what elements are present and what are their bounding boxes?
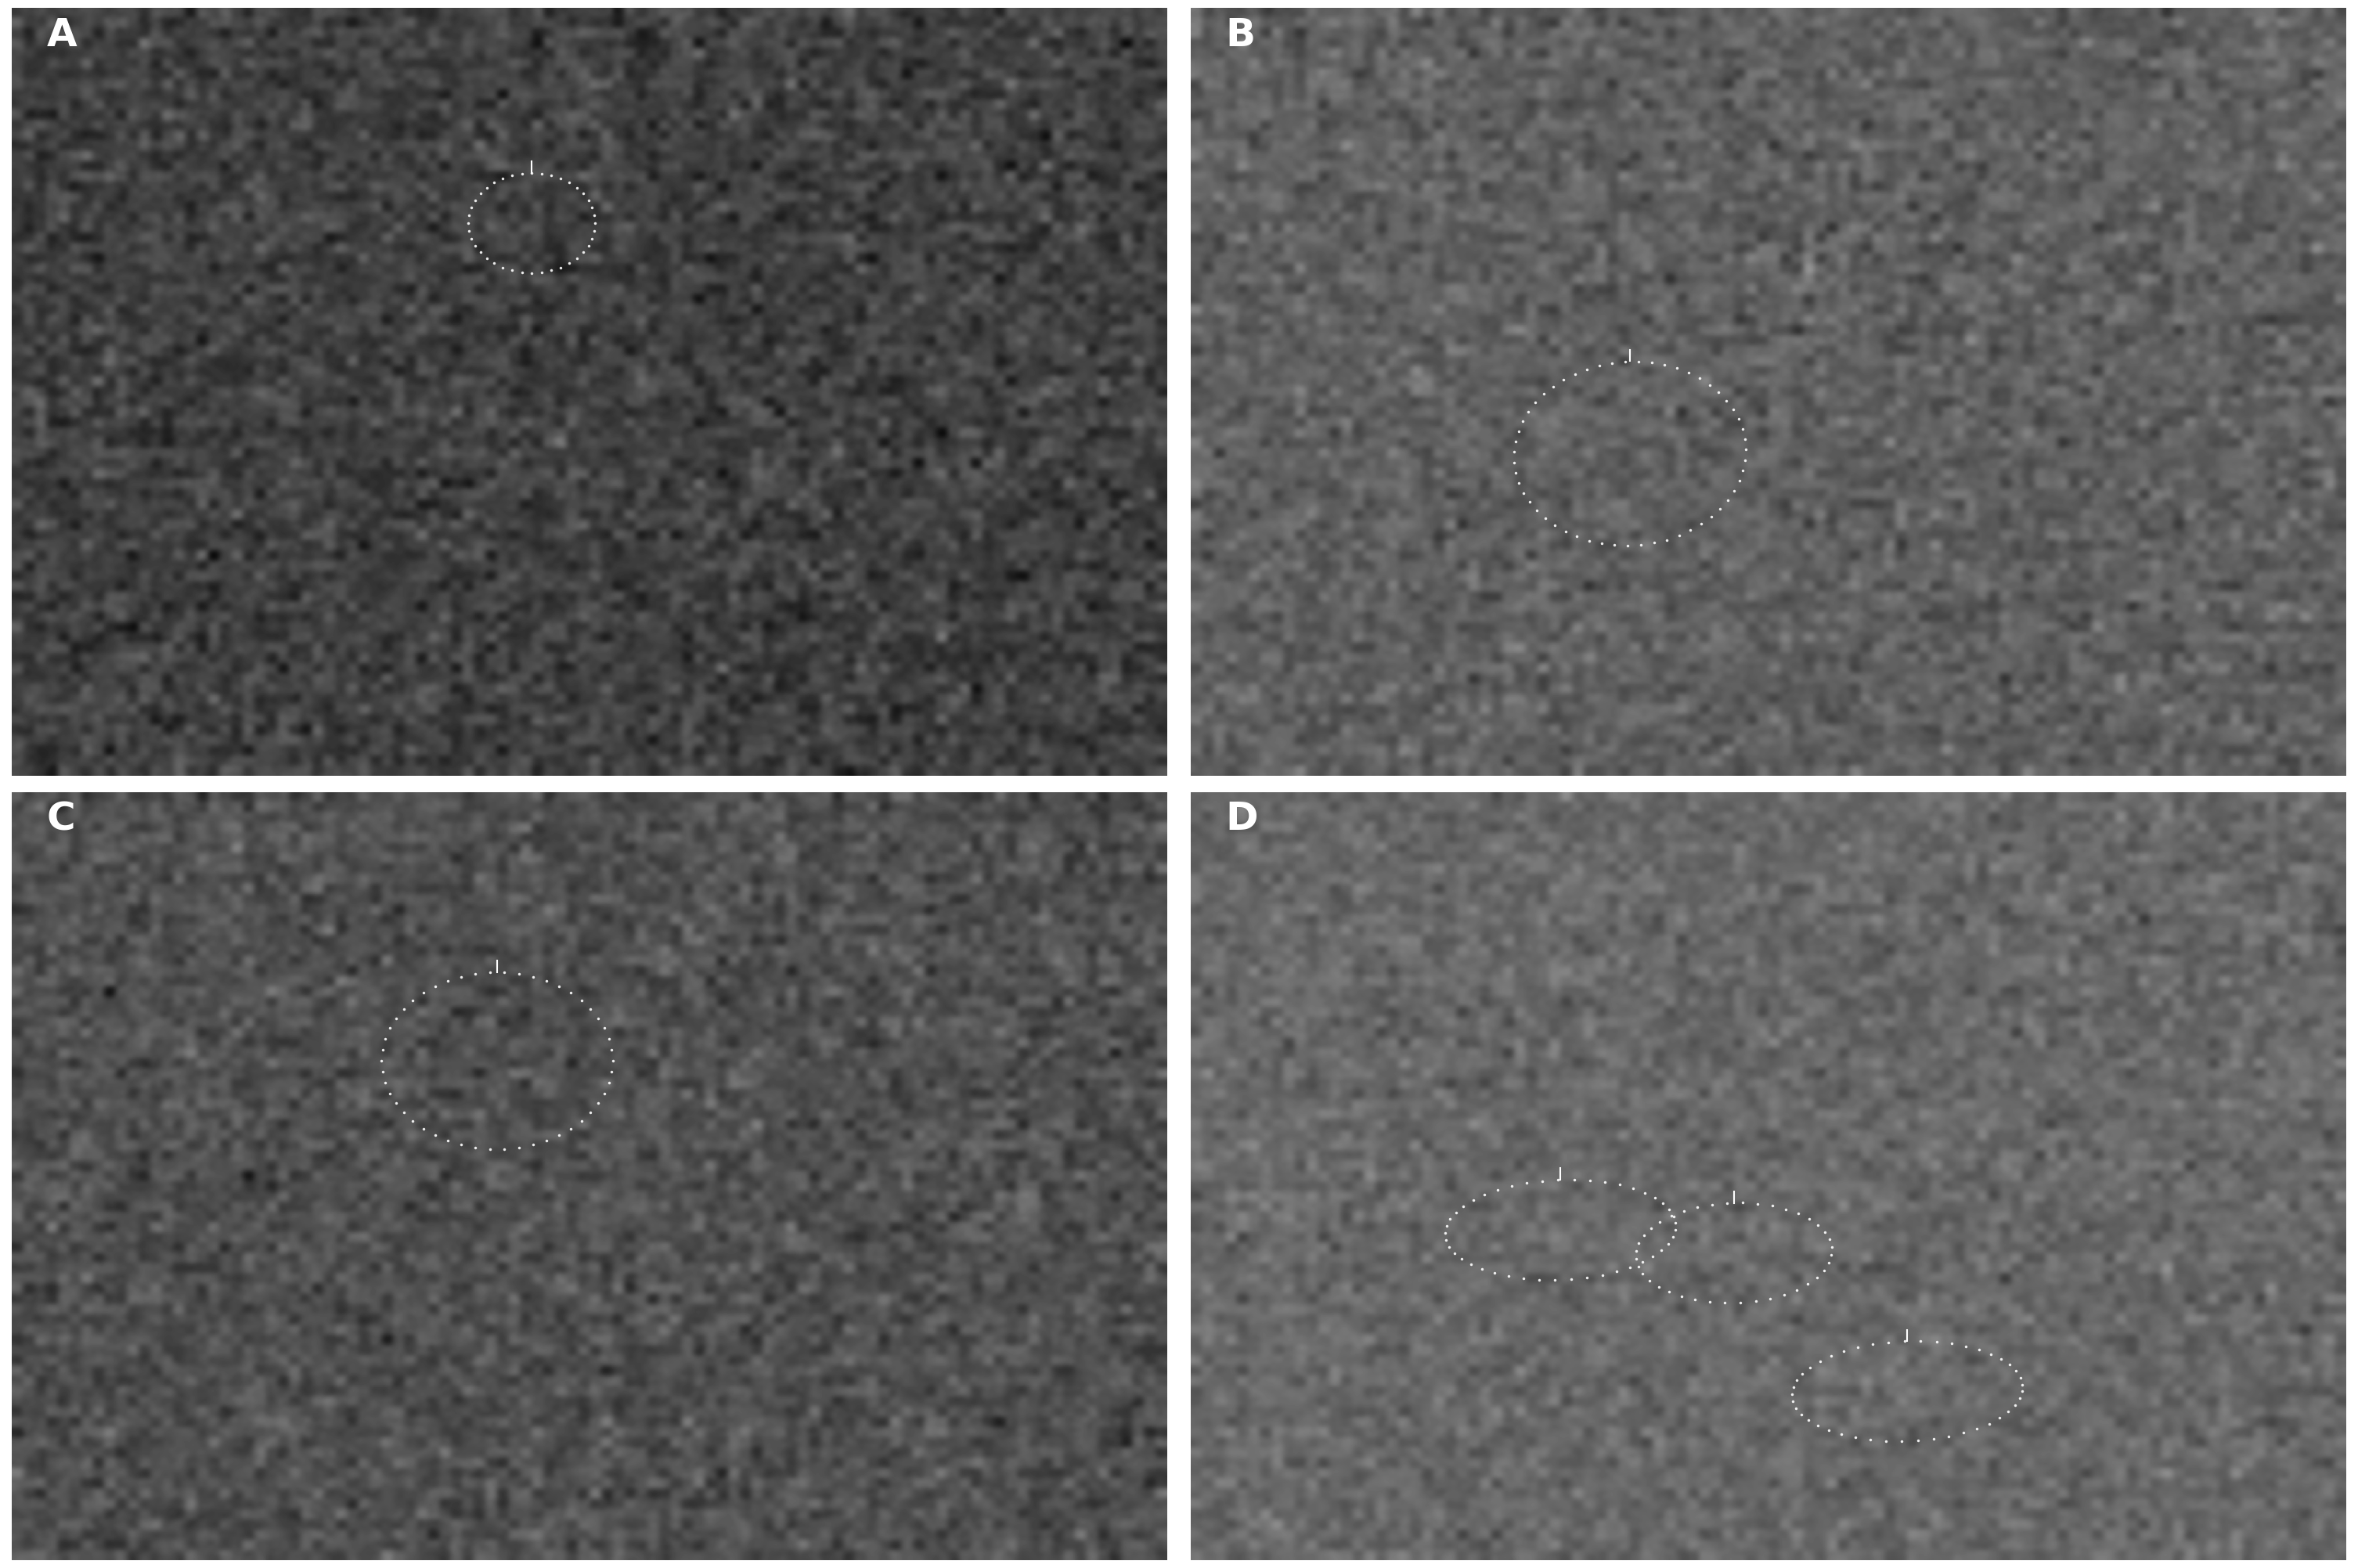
Text: A: A <box>47 16 78 53</box>
Text: B: B <box>1226 16 1254 53</box>
Text: D: D <box>1226 800 1259 837</box>
Text: C: C <box>47 800 75 837</box>
